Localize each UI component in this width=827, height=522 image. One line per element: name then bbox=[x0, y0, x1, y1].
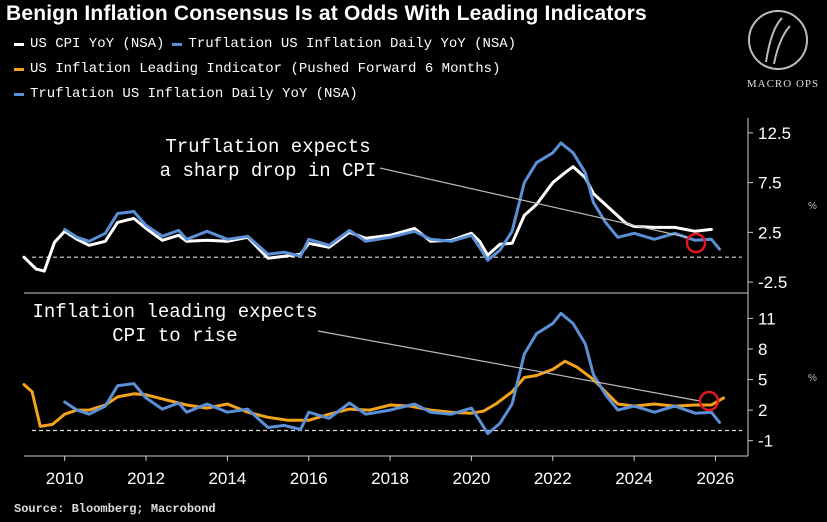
x-tick-label-2: 2014 bbox=[208, 469, 246, 488]
macro-ops-logo bbox=[748, 10, 808, 70]
y-tick-label-0-3: -2.5 bbox=[758, 273, 787, 292]
annotation-text-1-1: CPI to rise bbox=[112, 325, 237, 347]
annotation-line-0 bbox=[379, 167, 691, 239]
highlight-circle-1 bbox=[698, 390, 720, 412]
series-line-leading-1 bbox=[22, 359, 726, 428]
x-tick-label-8: 2026 bbox=[697, 469, 735, 488]
legend-row-1: US CPI YoY (NSA) Truflation US Inflation… bbox=[14, 36, 516, 52]
x-tick-label-5: 2020 bbox=[453, 469, 491, 488]
annotation-text-0-1: a sharp drop in CPI bbox=[160, 160, 377, 182]
logo-text: MACRO OPS bbox=[746, 78, 820, 90]
annotation-text-0-0: Truflation expects bbox=[165, 136, 370, 158]
y-tick-label-1-2: 5 bbox=[758, 371, 767, 390]
y-unit-marker-1: % bbox=[808, 373, 817, 384]
chart-title: Benign Inflation Consensus Is at Odds Wi… bbox=[6, 2, 647, 25]
highlight-circle-0 bbox=[685, 232, 707, 254]
annotation-line-1 bbox=[317, 330, 701, 402]
legend-swatch-truflation bbox=[172, 42, 183, 46]
x-tick-label-0: 2010 bbox=[46, 469, 84, 488]
legend-label-truflation-2: Truflation US Inflation Daily YoY (NSA) bbox=[30, 86, 358, 102]
x-tick-label-3: 2016 bbox=[290, 469, 328, 488]
legend-label-leading: US Inflation Leading Indicator (Pushed F… bbox=[30, 61, 501, 77]
legend-swatch-cpi bbox=[14, 42, 24, 46]
y-tick-label-1-3: 2 bbox=[758, 401, 767, 420]
y-tick-label-0-1: 7.5 bbox=[758, 174, 782, 193]
x-tick-label-6: 2022 bbox=[534, 469, 572, 488]
y-tick-label-1-0: 11 bbox=[758, 309, 776, 328]
y-unit-marker-0: % bbox=[808, 201, 817, 212]
x-tick-label-7: 2024 bbox=[615, 469, 653, 488]
y-tick-label-0-2: 2.5 bbox=[758, 223, 782, 242]
annotation-text-1-0: Inflation leading expects bbox=[32, 301, 317, 323]
x-tick-label-4: 2018 bbox=[371, 469, 409, 488]
legend-swatch-truflation-2 bbox=[14, 92, 24, 96]
y-tick-label-1-1: 8 bbox=[758, 340, 767, 359]
x-tick-label-1: 2012 bbox=[127, 469, 165, 488]
y-tick-label-0-0: 12.5 bbox=[758, 124, 791, 143]
legend-row-2: US Inflation Leading Indicator (Pushed F… bbox=[14, 61, 500, 77]
source-note: Source: Bloomberg; Macrobond bbox=[14, 502, 216, 516]
legend-label-truflation: Truflation US Inflation Daily YoY (NSA) bbox=[188, 36, 517, 52]
series-line-cpi-0 bbox=[22, 165, 713, 273]
y-tick-label-1-4: -1 bbox=[758, 432, 773, 451]
legend-swatch-leading bbox=[14, 67, 24, 71]
legend-label-cpi: US CPI YoY (NSA) bbox=[30, 36, 165, 52]
legend-row-3: Truflation US Inflation Daily YoY (NSA) bbox=[14, 86, 358, 102]
series-line-truflation-1 bbox=[63, 311, 721, 436]
